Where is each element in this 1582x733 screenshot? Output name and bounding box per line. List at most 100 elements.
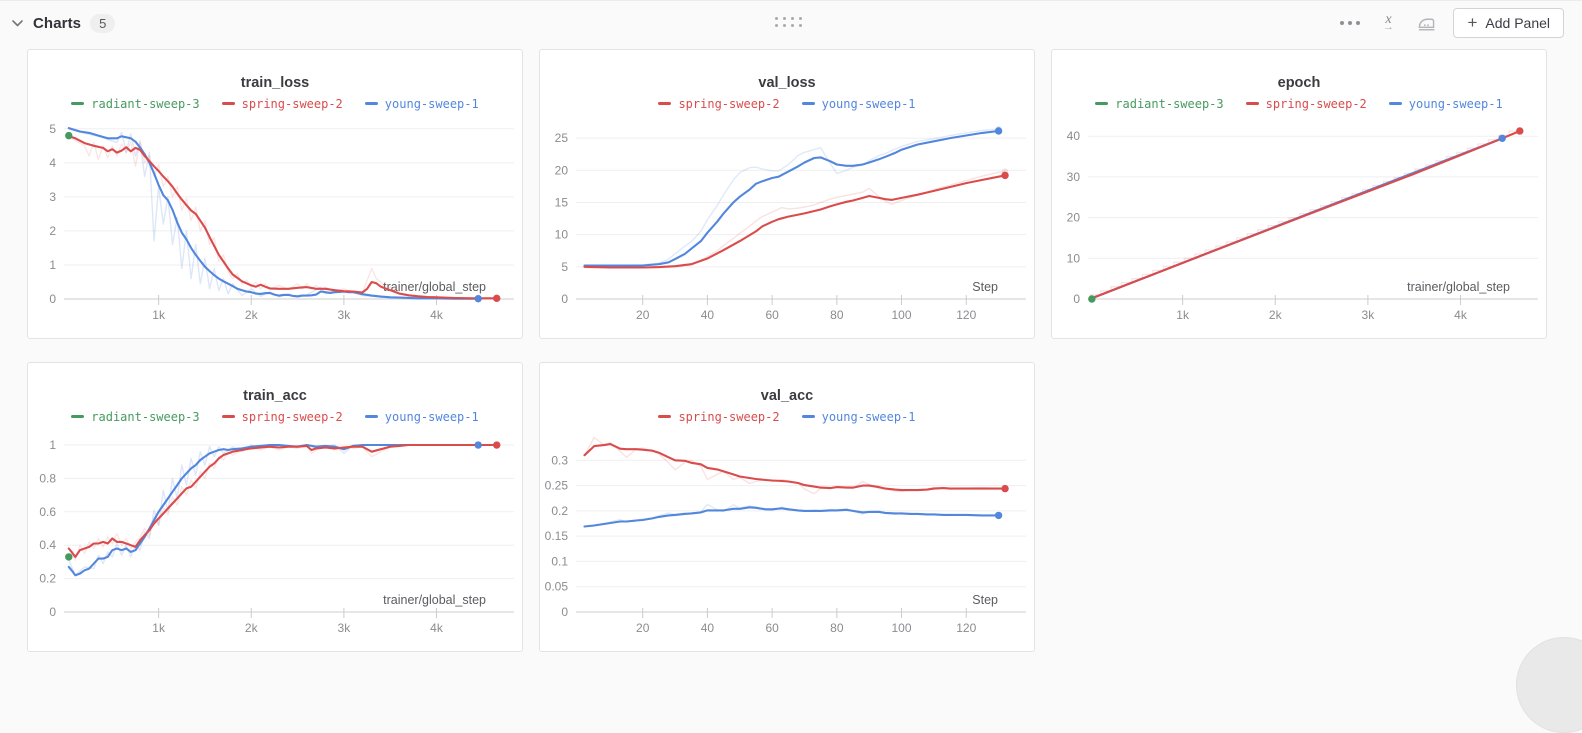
more-options-icon[interactable] [1339,12,1361,34]
legend-run-name: young-sweep-1 [384,409,479,424]
panels-grid: train_loss radiant-sweep-3 spring-sweep-2 y… [0,45,1582,652]
svg-text:0.1: 0.1 [551,554,568,568]
legend-run-name: spring-sweep-2 [678,96,780,111]
svg-text:0: 0 [1073,292,1080,306]
legend-dash-icon [658,102,672,105]
legend-run-name: radiant-sweep-3 [91,409,200,424]
svg-text:0.2: 0.2 [39,572,56,586]
legend-item-spring-sweep-2[interactable]: spring-sweep-2 [658,409,780,424]
svg-text:2k: 2k [245,308,259,322]
legend-run-name: spring-sweep-2 [678,409,780,424]
svg-text:25: 25 [555,131,569,145]
legend-run-name: spring-sweep-2 [1265,96,1367,111]
legend-item-radiant-sweep-3[interactable]: radiant-sweep-3 [71,96,200,111]
svg-text:1: 1 [49,438,56,452]
legend-item-young-sweep-1[interactable]: young-sweep-1 [364,97,479,111]
collapse-chevron-icon[interactable] [10,16,24,30]
svg-text:80: 80 [830,308,844,322]
chart-title: val_acc [760,388,814,404]
add-panel-label: Add Panel [1485,15,1550,31]
legend-dash-icon [71,102,85,105]
chart-panel-train_loss[interactable]: train_loss radiant-sweep-3 spring-sweep-2 y… [27,49,523,339]
legend-item-young-sweep-1[interactable]: young-sweep-1 [364,409,479,424]
chart-title: val_loss [758,75,816,91]
chart-plot-area[interactable]: 0 5 10 15 20 25 20 40 60 80 100 120 Step [540,113,1032,335]
section-header-actions: x → + Add Panel [1339,8,1564,38]
legend-run-name: young-sweep-1 [1408,96,1503,111]
chart-plot-area[interactable]: 0 0.2 0.4 0.6 0.8 1 1k 2k 3k 4k trainer/global_ste… [28,426,520,648]
svg-text:30: 30 [1067,170,1081,184]
smoothing-iron-icon[interactable] [1415,12,1437,34]
svg-text:0: 0 [561,605,568,619]
svg-text:0.6: 0.6 [39,505,56,519]
legend-item-spring-sweep-2[interactable]: spring-sweep-2 [658,96,780,111]
legend-item-radiant-sweep-3[interactable]: radiant-sweep-3 [1095,96,1224,111]
svg-text:40: 40 [701,621,715,635]
svg-text:1: 1 [49,258,56,272]
svg-text:60: 60 [765,621,779,635]
chart-panel-val_acc[interactable]: val_acc spring-sweep-2 young-sweep-1 0 0.05 0… [539,362,1035,652]
plus-icon: + [1467,13,1478,32]
legend-dash-icon [1388,102,1402,105]
svg-text:4k: 4k [1454,308,1468,322]
legend-item-spring-sweep-2[interactable]: spring-sweep-2 [221,410,343,424]
svg-text:40: 40 [1067,129,1081,143]
svg-text:trainer/global_step: trainer/global_step [383,593,486,607]
chart-legend: radiant-sweep-3 spring-sweep-2 young-sweep… [1052,94,1546,113]
chart-panel-train_acc[interactable]: train_acc radiant-sweep-3 spring-sweep-2 yo… [27,362,523,652]
svg-text:5: 5 [561,260,568,274]
svg-text:60: 60 [765,308,779,322]
chart-legend: radiant-sweep-3 spring-sweep-2 young-sweep… [28,407,522,426]
svg-text:Step: Step [972,280,998,294]
svg-text:120: 120 [956,308,976,322]
svg-text:1k: 1k [152,621,166,635]
svg-text:0.4: 0.4 [39,538,56,552]
svg-text:2: 2 [49,224,56,238]
svg-text:0.25: 0.25 [545,479,569,493]
legend-item-young-sweep-1[interactable]: young-sweep-1 [801,97,916,111]
chart-plot-area[interactable]: 0 10 20 30 40 1k 2k 3k 4k trainer/global_step [1052,113,1544,335]
legend-item-radiant-sweep-3[interactable]: radiant-sweep-3 [71,409,200,424]
legend-run-name: radiant-sweep-3 [91,96,200,111]
drag-handle[interactable] [775,17,807,31]
legend-item-spring-sweep-2[interactable]: spring-sweep-2 [221,96,343,111]
chart-plot-area[interactable]: 0 1 2 3 4 5 1k 2k 3k 4k trainer/global_step [28,113,520,335]
svg-text:3k: 3k [338,308,352,322]
legend-dash-icon [1245,102,1259,105]
svg-text:1k: 1k [1176,308,1190,322]
svg-text:20: 20 [1067,211,1081,225]
svg-text:3k: 3k [338,621,352,635]
legend-dash-icon [801,102,815,105]
svg-text:0: 0 [49,605,56,619]
svg-text:4k: 4k [430,621,444,635]
legend-run-name: young-sweep-1 [821,409,916,424]
legend-run-name: radiant-sweep-3 [1115,96,1224,111]
svg-text:1k: 1k [152,308,166,322]
legend-item-young-sweep-1[interactable]: young-sweep-1 [801,409,916,424]
svg-text:trainer/global_step: trainer/global_step [1407,280,1510,294]
legend-dash-icon [364,102,378,105]
chart-panel-epoch[interactable]: epoch radiant-sweep-3 spring-sweep-2 young-… [1051,49,1547,339]
chart-title: train_acc [243,388,307,404]
svg-text:0.05: 0.05 [545,580,569,594]
chart-legend: spring-sweep-2 young-sweep-1 [540,94,1034,113]
legend-item-young-sweep-1[interactable]: young-sweep-1 [1388,96,1503,111]
svg-text:0.2: 0.2 [551,504,568,518]
legend-dash-icon [221,102,235,105]
svg-text:80: 80 [830,621,844,635]
chart-panel-val_loss[interactable]: val_loss spring-sweep-2 young-sweep-1 0 5 10 1… [539,49,1035,339]
legend-item-spring-sweep-2[interactable]: spring-sweep-2 [1245,96,1367,111]
svg-text:10: 10 [555,228,569,242]
add-panel-button[interactable]: + Add Panel [1453,8,1564,38]
svg-text:3: 3 [49,190,56,204]
svg-text:0.8: 0.8 [39,471,56,485]
svg-text:3k: 3k [1362,308,1376,322]
svg-text:0: 0 [49,292,56,306]
chart-plot-area[interactable]: 0 0.05 0.1 0.15 0.2 0.25 0.3 20 40 60 80 100 120 Step [540,426,1032,648]
x-axis-settings-icon[interactable]: x → [1382,11,1394,33]
svg-text:20: 20 [636,308,650,322]
svg-text:4: 4 [49,156,56,170]
svg-text:0.15: 0.15 [545,529,569,543]
legend-run-name: spring-sweep-2 [241,96,343,111]
section-header-left: Charts 5 [10,13,116,33]
